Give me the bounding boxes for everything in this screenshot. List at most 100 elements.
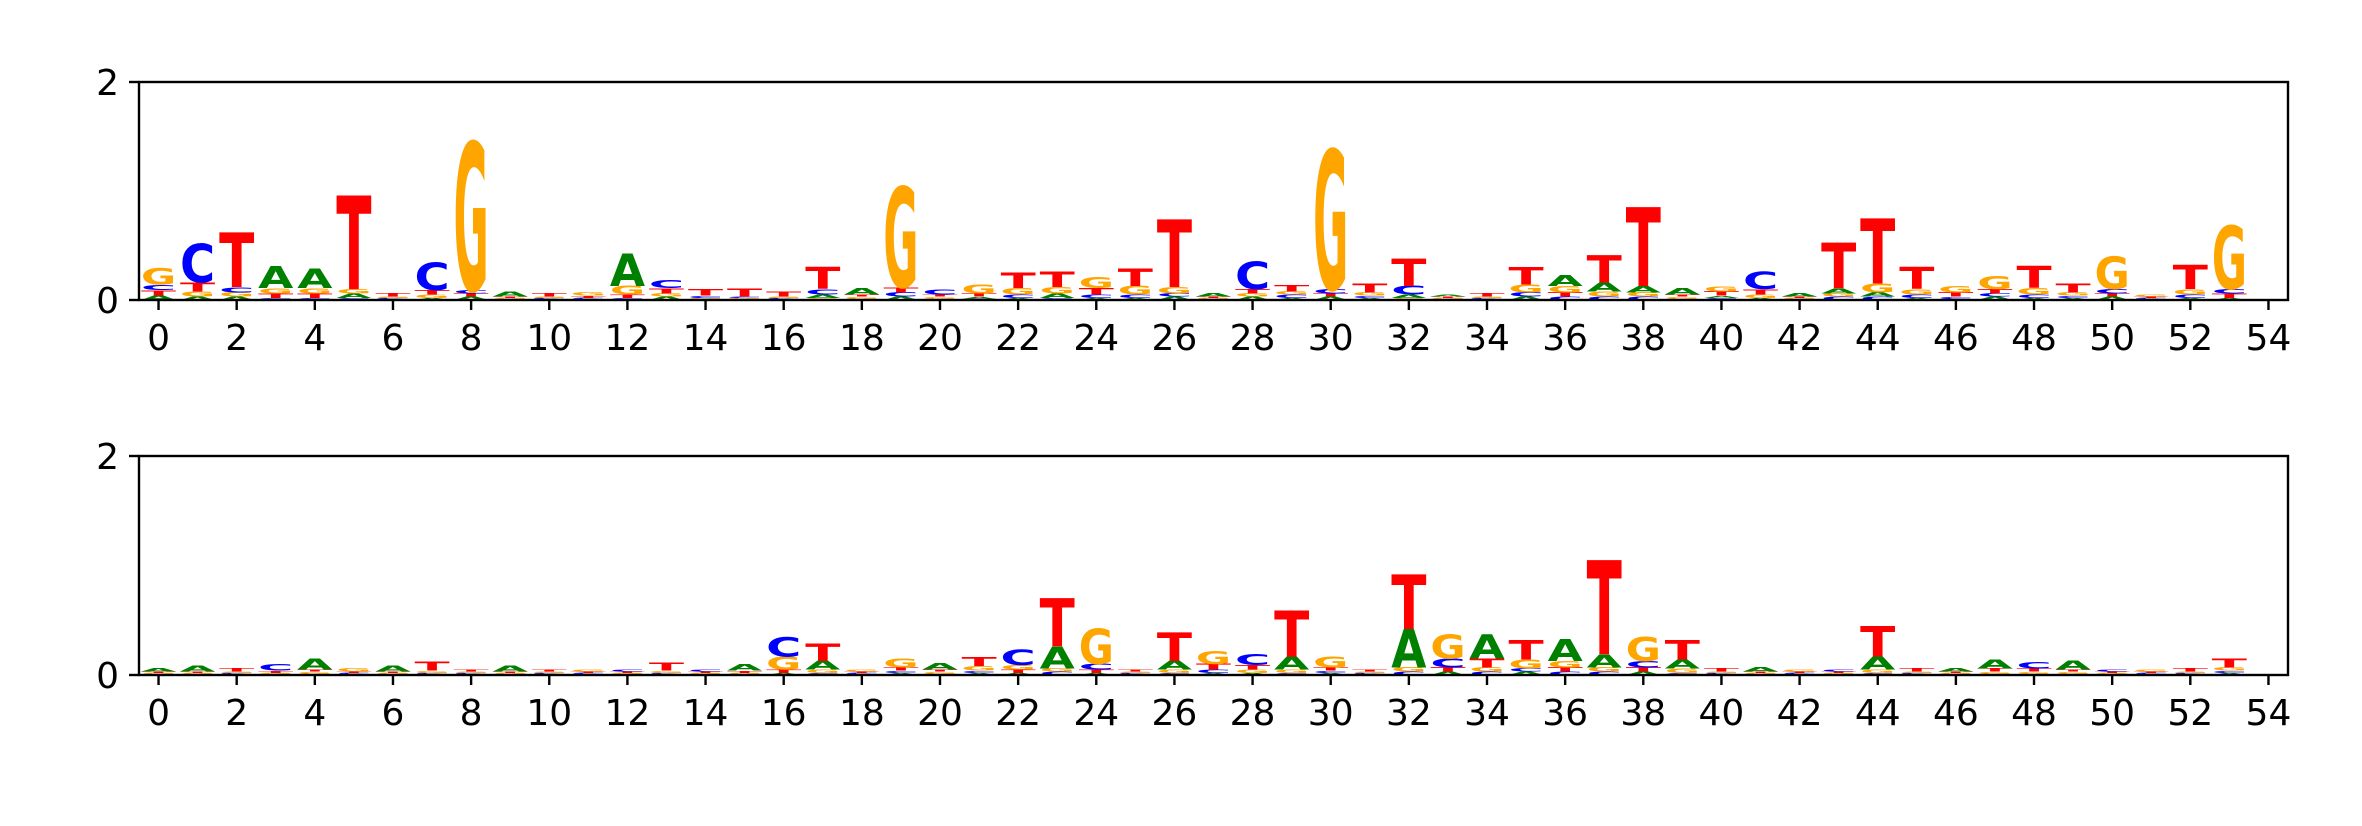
x-tick-label: 36 — [1542, 693, 1588, 734]
logo-letter-C: C — [2016, 660, 2051, 670]
logo-letter-T: T — [219, 218, 254, 305]
logo-letter-T: T — [1118, 264, 1154, 291]
logo-letter-C: C — [649, 279, 684, 291]
x-tick-label: 10 — [526, 693, 572, 734]
logo-letter-A: A — [1548, 633, 1583, 668]
x-tick-label: 6 — [382, 318, 405, 359]
logo-letter-T: T — [883, 285, 918, 294]
logo-letter-G: G — [1196, 648, 1231, 669]
logo-letter-G: G — [141, 673, 176, 675]
x-tick-label: 34 — [1464, 318, 1510, 359]
logo-letter-G: G — [1821, 293, 1856, 298]
logo-letter-G: G — [1391, 666, 1426, 673]
logo-letter-C: C — [1352, 295, 1387, 299]
logo-letter-T: T — [336, 171, 371, 321]
logo-letter-G: G — [2173, 671, 2208, 673]
logo-letter-A: A — [1235, 296, 1270, 301]
logo-letter-G: G — [1821, 673, 1856, 675]
logo-letter-C: C — [1821, 669, 1856, 673]
logo-letter-T: T — [2095, 671, 2130, 673]
logo-letter-C: C — [1313, 670, 1348, 674]
logo-letter-T: T — [1352, 281, 1388, 295]
logo-letter-G: G — [1157, 669, 1192, 674]
logo-letter-C: C — [1548, 296, 1583, 301]
logo-letter-C: C — [336, 673, 371, 675]
x-tick-label: 2 — [225, 693, 248, 734]
logo-letter-T: T — [2212, 292, 2247, 299]
logo-letter-C: C — [219, 286, 254, 295]
logo-letter-C: C — [1001, 294, 1036, 299]
logo-letter-C: C — [180, 234, 215, 295]
logo-letter-G: G — [727, 298, 762, 300]
logo-letter-A: A — [493, 290, 529, 299]
logo-letter-T: T — [141, 289, 176, 298]
logo-letter-T: T — [1509, 635, 1544, 666]
x-tick-label: 46 — [1933, 693, 1979, 734]
logo-letter-A: A — [1391, 618, 1426, 680]
logo-letter-T: T — [375, 671, 410, 673]
logo-letter-T: T — [2134, 296, 2169, 298]
logo-letter-A: A — [1469, 629, 1504, 667]
logo-letter-C: C — [1235, 255, 1270, 298]
logo-letter-G: G — [688, 298, 723, 300]
logo-letter-C: C — [1079, 294, 1114, 299]
x-tick-label: 28 — [1230, 693, 1276, 734]
logo-letter-T: T — [1899, 261, 1934, 296]
logo-letter-G: G — [1469, 666, 1504, 673]
logo-letter-C: C — [649, 673, 684, 675]
logo-letter-A: A — [1782, 293, 1817, 298]
x-tick-label: 18 — [839, 318, 885, 359]
logo-letter-T: T — [1118, 669, 1153, 673]
logo-letter-A: A — [493, 665, 529, 674]
logo-letter-G: G — [1118, 284, 1153, 298]
logo-letter-A: A — [454, 296, 489, 301]
logo-letter-C: C — [1938, 296, 1973, 300]
logo-letter-A: A — [1860, 653, 1895, 674]
logo-letter-A: A — [1040, 292, 1075, 299]
logo-letter-T: T — [414, 659, 450, 673]
logo-letter-A: A — [1430, 294, 1465, 298]
logo-letter-T: T — [336, 671, 371, 673]
logo-letter-A: A — [1196, 293, 1231, 298]
logo-letter-T: T — [2095, 293, 2130, 298]
logo-letter-G: G — [922, 671, 957, 674]
logo-letter-G: G — [1196, 298, 1231, 300]
logo-letter-C: C — [2095, 669, 2130, 673]
logo-letter-G: G — [1782, 298, 1817, 300]
logo-letter-G: G — [805, 669, 840, 674]
logo-letter-T: T — [1626, 666, 1661, 673]
logo-letter-C: C — [1469, 298, 1504, 300]
logo-letter-A: A — [1743, 666, 1778, 673]
x-tick-label: 48 — [2011, 693, 2057, 734]
logo-letter-C: C — [961, 670, 996, 674]
logo-letter-A: A — [1665, 286, 1701, 296]
logo-letter-A: A — [1938, 668, 1973, 673]
logo-letter-G: G — [375, 296, 410, 298]
logo-letter-A: A — [141, 294, 176, 301]
logo-letter-T: T — [1548, 666, 1583, 673]
logo-letter-C: C — [1509, 291, 1544, 298]
logo-letter-C: C — [414, 256, 449, 299]
logo-letter-G: G — [727, 673, 762, 675]
logo-letter-A: A — [610, 244, 645, 297]
logo-letter-T: T — [688, 671, 723, 673]
logo-letter-T: T — [922, 294, 957, 298]
logo-letter-C: C — [688, 295, 723, 299]
logo-letter-G: G — [1001, 286, 1036, 296]
logo-letter-G: G — [1508, 283, 1543, 295]
logo-letter-T: T — [454, 293, 489, 298]
logo-letter-A: A — [1313, 296, 1348, 301]
x-tick-label: 24 — [1073, 693, 1119, 734]
logo-letter-C: C — [219, 673, 254, 675]
logo-letter-T: T — [1079, 669, 1114, 674]
logo-letter-G: G — [454, 671, 489, 673]
logo-letter-A: A — [1040, 641, 1075, 676]
logo-letter-C: C — [2134, 673, 2169, 675]
logo-letter-A: A — [1821, 287, 1857, 296]
logo-letter-G: G — [1626, 631, 1661, 669]
logo-letter-C: C — [766, 298, 801, 300]
logo-letter-C: C — [805, 288, 840, 297]
logo-letter-T: T — [766, 290, 801, 299]
logo-letter-T: T — [1938, 291, 1973, 298]
logo-letter-T: T — [1743, 288, 1778, 297]
